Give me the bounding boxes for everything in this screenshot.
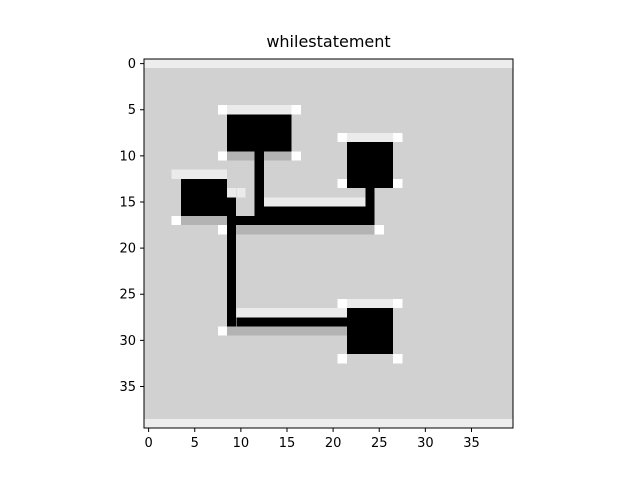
x-axis: 0 5 10 15 20 25 30 35: [144, 428, 480, 451]
y-tick-label: 0: [128, 57, 136, 72]
heatmap-cell-block: [217, 105, 228, 115]
heatmap-cell-block: [254, 151, 264, 216]
heatmap-cell-block: [227, 326, 347, 336]
heatmap-cell-block: [227, 188, 237, 198]
x-tick-label: 15: [279, 436, 296, 451]
heatmap-cell-block: [393, 132, 403, 143]
heatmap-cell-block: [236, 317, 347, 327]
heatmap-cell-block: [263, 206, 366, 216]
heatmap-cell-block: [227, 215, 375, 226]
x-tick-label: 25: [371, 436, 388, 451]
heatmap-cell-block: [227, 225, 375, 235]
x-tick-label: 5: [191, 436, 199, 451]
x-tick-label: 10: [233, 436, 250, 451]
heatmap-cell-block: [393, 178, 403, 189]
heatmap-cell-block: [291, 105, 301, 115]
heatmap-cell-block: [236, 308, 347, 318]
axes-frame: [143, 58, 514, 429]
heatmap-cell-block: [346, 308, 394, 355]
heatmap-cell-block: [217, 225, 228, 235]
y-tick-label: 35: [119, 380, 136, 395]
x-tick-label: 35: [463, 436, 480, 451]
y-tick-label: 30: [119, 334, 136, 349]
heatmap-cell-block: [346, 142, 394, 189]
heatmap-cell-block: [263, 197, 366, 207]
heatmap-cell-block: [227, 114, 292, 152]
heatmap-cell-block: [227, 197, 237, 327]
heatmap-cell-block: [180, 215, 228, 226]
heatmap-cell-block: [171, 215, 181, 226]
heatmap-cell-block: [337, 298, 347, 309]
chart-title: whilestatement: [266, 32, 391, 51]
heatmap-cell-block: [337, 132, 347, 143]
heatmap-cell-block: [217, 151, 228, 161]
heatmap-cell-block: [365, 188, 375, 216]
heatmap-cell-block: [393, 354, 403, 364]
heatmap-cell-block: [144, 59, 513, 69]
y-tick-label: 10: [119, 149, 136, 164]
heatmap-cell-block: [337, 354, 347, 364]
heatmap-cell-block: [180, 178, 228, 216]
y-tick-label: 20: [119, 242, 136, 257]
heatmap-cell-block: [144, 418, 513, 428]
heatmap-cell-block: [291, 151, 301, 161]
heatmap-background: [144, 59, 513, 428]
heatmap-cell-block: [393, 298, 403, 309]
heatmap-cell-block: [374, 225, 384, 235]
plot-area: [144, 59, 513, 428]
y-tick-label: 5: [128, 103, 136, 118]
heatmap-cell-block: [337, 132, 403, 143]
x-tick-label: 30: [417, 436, 434, 451]
y-axis: 0 5 10 15 20 25 30 35: [119, 57, 144, 395]
heatmap-cell-block: [217, 105, 301, 115]
heatmap-cell-block: [171, 169, 228, 179]
heatmap-cell-block: [217, 326, 228, 336]
y-tick-label: 15: [119, 195, 136, 210]
heatmap-cell-block: [337, 298, 403, 309]
heatmap-cell-block: [236, 188, 246, 198]
x-tick-label: 0: [144, 436, 152, 451]
x-tick-label: 20: [325, 436, 342, 451]
heatmap-cell-block: [337, 178, 347, 189]
y-tick-label: 25: [119, 288, 136, 303]
